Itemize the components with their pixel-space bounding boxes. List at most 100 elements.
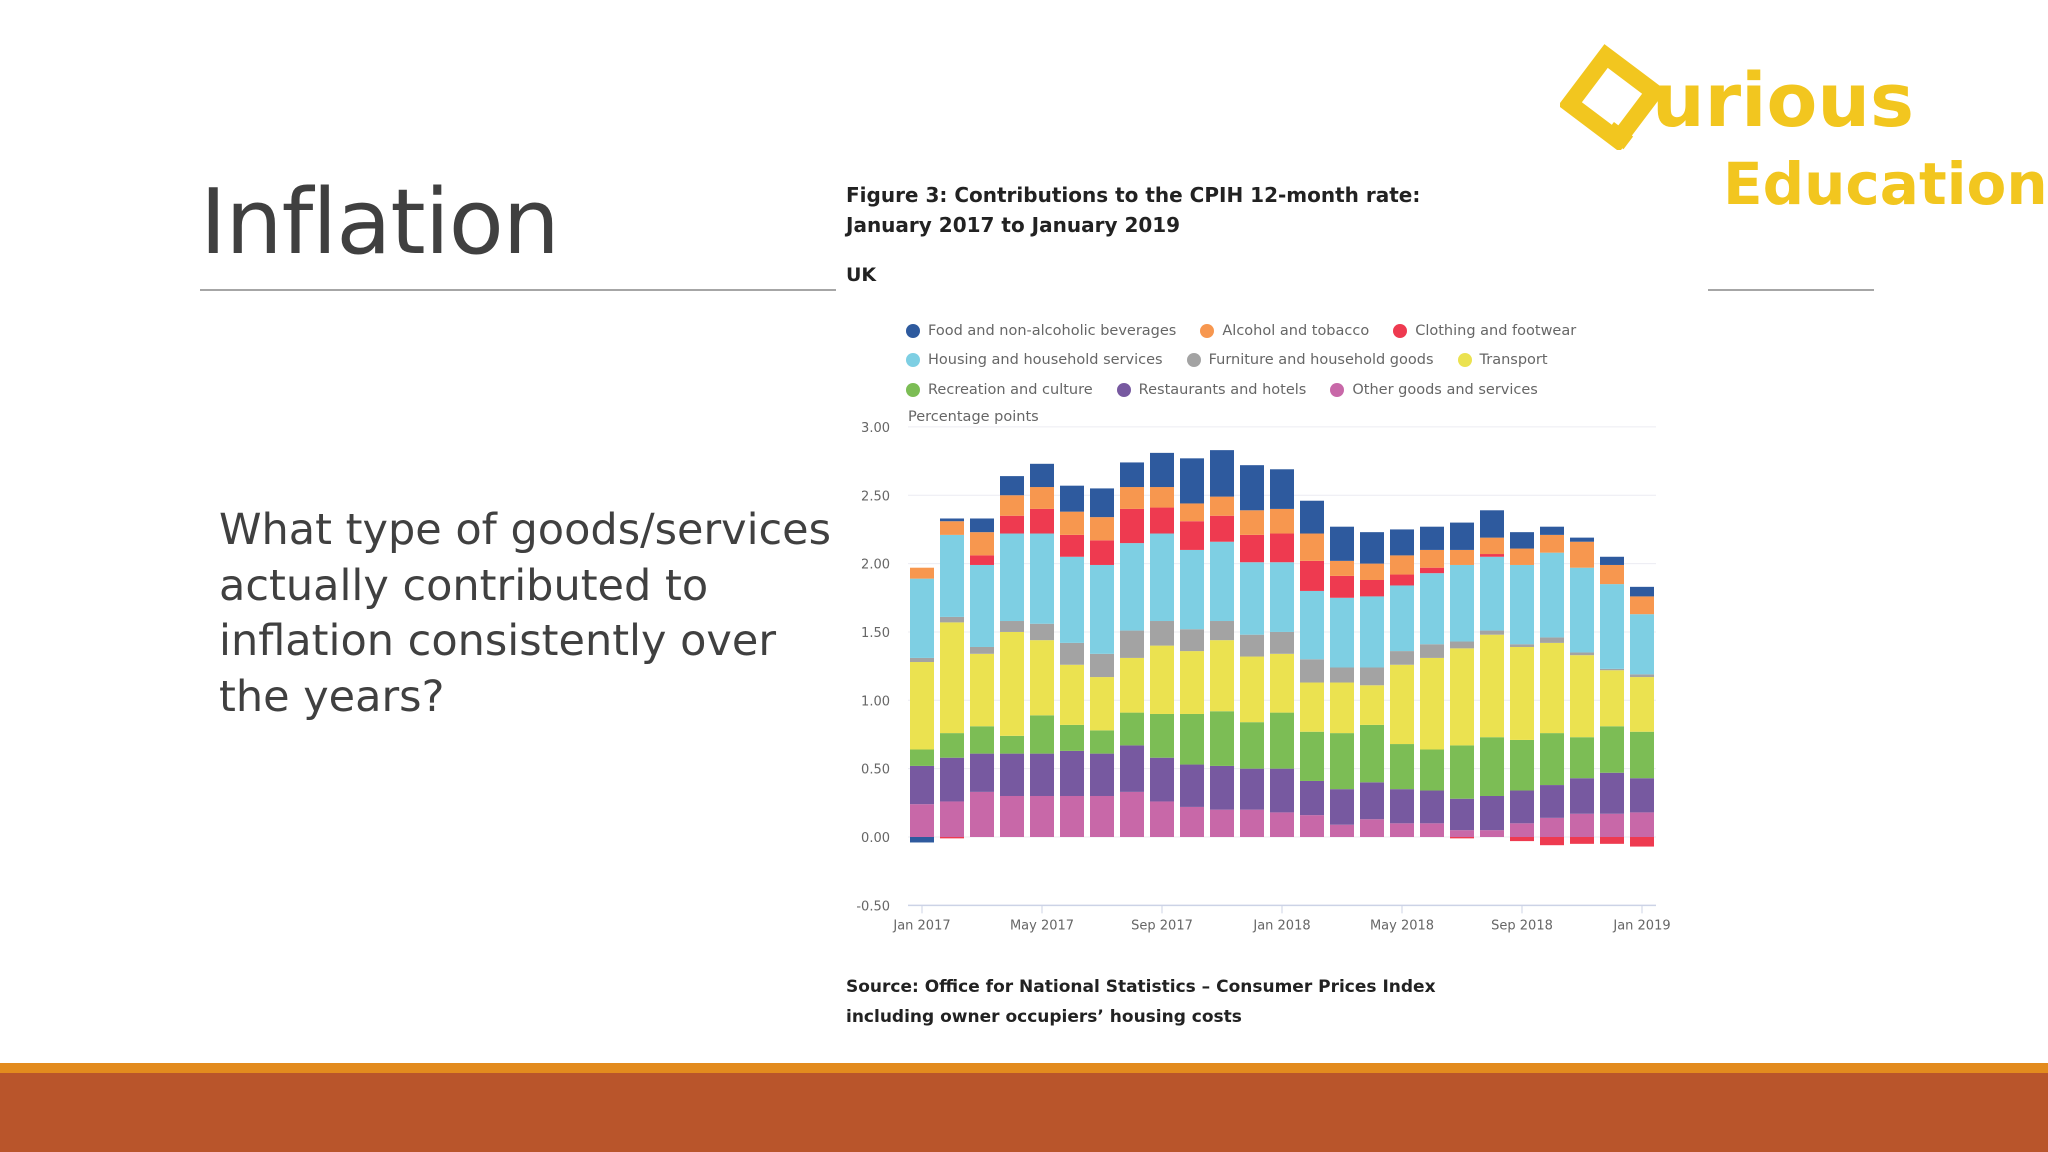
bar-segment: Sep 2017 – Clothing and footwear: 0.19 <box>1150 507 1174 534</box>
bar-segment: May 2017 – Transport: 0.55 <box>1030 640 1054 716</box>
bar-segment: Dec 2017 – Recreation and culture: 0.34 <box>1240 722 1264 769</box>
bar-segment: Oct 2018 – Transport: 0.66 <box>1540 642 1564 734</box>
bar-segment: Feb 2018 – Recreation and culture: 0.36 <box>1300 731 1324 781</box>
bar-segment: Nov 2018 – Transport: 0.6 <box>1570 655 1594 738</box>
bar-segment: Aug 2018 – Transport: 0.75 <box>1480 634 1504 738</box>
bar-segment: Jul 2018 – Alcohol and tobacco: 0.11 <box>1450 549 1474 565</box>
legend-item[interactable]: Restaurants and hotels <box>1116 381 1307 398</box>
bar-segment: May 2017 – Other goods and services: 0.3 <box>1030 795 1054 837</box>
bar-segment: Feb 2017 – Alcohol and tobacco: 0.1 <box>940 521 964 535</box>
bar-segment: Jun 2018 – Clothing and footwear: 0.04 <box>1420 567 1444 574</box>
bar-segment: May 2018 – Clothing and footwear: 0.08 <box>1390 574 1414 586</box>
bar-segment: Aug 2017 – Housing and household service… <box>1120 543 1144 631</box>
bar-segment: Dec 2017 – Housing and household service… <box>1240 562 1264 635</box>
legend-item[interactable]: Transport <box>1457 352 1548 368</box>
slide-title: Inflation <box>200 170 560 275</box>
figure-source: Source: Office for National Statistics –… <box>846 977 1436 1027</box>
bar-segment: Jul 2018 – Furniture and household goods… <box>1450 641 1474 649</box>
bar-segment: Apr 2018 – Food and non-alcoholic bevera… <box>1360 532 1384 564</box>
bar-segment: May 2017 – Furniture and household goods… <box>1030 623 1054 641</box>
bar-segment: Sep 2017 – Other goods and services: 0.2… <box>1150 801 1174 837</box>
bar-segment: Mar 2017 – Clothing and footwear: 0.07 <box>970 555 994 565</box>
legend-item[interactable]: Other goods and services <box>1330 382 1538 398</box>
bar-segment: Nov 2018 – Alcohol and tobacco: 0.19 <box>1570 541 1594 568</box>
bar-segment: Feb 2018 – Alcohol and tobacco: 0.2 <box>1300 533 1324 561</box>
bar-segment: Mar 2017 – Furniture and household goods… <box>970 646 994 654</box>
legend-item[interactable]: Furniture and household goods <box>1186 352 1434 368</box>
legend-item[interactable]: Housing and household services <box>906 352 1163 368</box>
bar-segment: Feb 2018 – Food and non-alcoholic bevera… <box>1300 500 1324 534</box>
legend-swatch-icon <box>1186 353 1201 368</box>
bar-segment: Jan 2018 – Alcohol and tobacco: 0.18 <box>1270 508 1294 534</box>
bar-segment: Mar 2018 – Other goods and services: 0.0… <box>1330 824 1354 837</box>
bar-segment: Dec 2017 – Other goods and services: 0.2 <box>1240 809 1264 837</box>
bar-segment: May 2017 – Recreation and culture: 0.28 <box>1030 715 1054 754</box>
bar-segment: Jul 2017 – Restaurants and hotels: 0.31 <box>1090 753 1114 796</box>
bar-segment: Oct 2017 – Transport: 0.46 <box>1180 651 1204 714</box>
bar-segment: Aug 2017 – Transport: 0.4 <box>1120 657 1144 713</box>
legend-label: Recreation and culture <box>928 381 1093 398</box>
bar-segment: Nov 2018 – Clothing and footwear: -0.05 <box>1570 837 1594 844</box>
bar-segment: Dec 2018 – Alcohol and tobacco: 0.14 <box>1600 564 1624 585</box>
bar-segment: Jan 2017 – Recreation and culture: 0.12 <box>910 749 934 766</box>
bar-segment: Dec 2017 – Transport: 0.48 <box>1240 656 1264 723</box>
bar-segment: Apr 2017 – Housing and household service… <box>1000 533 1024 622</box>
bar-segment: Jul 2018 – Transport: 0.71 <box>1450 648 1474 746</box>
bar-segment: Oct 2018 – Restaurants and hotels: 0.24 <box>1540 785 1564 818</box>
legend-item[interactable]: Food and non-alcoholic beverages <box>906 323 1176 339</box>
bar-segment: Apr 2018 – Transport: 0.29 <box>1360 685 1384 725</box>
legend-item[interactable]: Clothing and footwear <box>1393 323 1576 339</box>
bar-segment: Jan 2017 – Alcohol and tobacco: 0.08 <box>910 567 934 579</box>
bar-segment: Aug 2017 – Furniture and household goods… <box>1120 630 1144 658</box>
bar-segment: Feb 2017 – Housing and household service… <box>940 534 964 617</box>
legend-item[interactable]: Alcohol and tobacco <box>1200 323 1369 339</box>
bar-segment: Aug 2017 – Food and non-alcoholic bevera… <box>1120 462 1144 488</box>
bar-segment: Nov 2017 – Transport: 0.52 <box>1210 640 1234 712</box>
bar-segment: Mar 2018 – Furniture and household goods… <box>1330 667 1354 683</box>
bar-segment: Jul 2018 – Clothing and footwear: -0.01 <box>1450 837 1474 839</box>
legend-item[interactable]: Recreation and culture <box>906 382 1093 398</box>
bar-segment: Dec 2017 – Restaurants and hotels: 0.3 <box>1240 768 1264 810</box>
bar-segment: Oct 2017 – Food and non-alcoholic bevera… <box>1180 458 1204 504</box>
title-divider-left <box>200 289 836 291</box>
bar-segment: Jan 2017 – Food and non-alcoholic bevera… <box>910 837 934 843</box>
figure-title: Figure 3: Contributions to the CPIH 12-m… <box>846 183 1421 237</box>
bar-segment: Aug 2018 – Alcohol and tobacco: 0.12 <box>1480 537 1504 555</box>
bar-segment: Mar 2018 – Transport: 0.37 <box>1330 682 1354 734</box>
bar-segment: Jan 2018 – Recreation and culture: 0.41 <box>1270 712 1294 769</box>
bar-segment: May 2018 – Recreation and culture: 0.33 <box>1390 744 1414 790</box>
bar-segment: Jun 2017 – Alcohol and tobacco: 0.17 <box>1060 511 1084 535</box>
bar-segment: Aug 2017 – Restaurants and hotels: 0.34 <box>1120 745 1144 792</box>
y-tick-label: 0.00 <box>861 831 890 846</box>
legend-label: Food and non-alcoholic beverages <box>928 322 1177 339</box>
bar-segment: May 2018 – Food and non-alcoholic bevera… <box>1390 529 1414 556</box>
bar-segment: Jan 2018 – Housing and household service… <box>1270 562 1294 632</box>
bar-segment: Jan 2017 – Other goods and services: 0.2… <box>910 804 934 837</box>
bar-segment: Oct 2018 – Furniture and household goods… <box>1540 637 1564 643</box>
bar-segment: May 2017 – Housing and household service… <box>1030 533 1054 624</box>
bar-segment: Aug 2018 – Clothing and footwear: 0.02 <box>1480 554 1504 557</box>
bar-segment: Apr 2017 – Clothing and footwear: 0.13 <box>1000 515 1024 534</box>
bar-segment: Feb 2017 – Other goods and services: 0.2… <box>940 801 964 837</box>
bar-segment: Sep 2017 – Furniture and household goods… <box>1150 621 1174 646</box>
bar-segment: Jan 2017 – Restaurants and hotels: 0.28 <box>910 765 934 805</box>
bar-segment: May 2017 – Alcohol and tobacco: 0.16 <box>1030 487 1054 509</box>
x-tick-label: May 2018 <box>1370 918 1434 933</box>
bar-segment: Feb 2018 – Other goods and services: 0.1… <box>1300 815 1324 837</box>
bar-segment: Nov 2018 – Restaurants and hotels: 0.26 <box>1570 778 1594 814</box>
bar-segment: Jun 2017 – Clothing and footwear: 0.16 <box>1060 534 1084 557</box>
bar-segment: Mar 2018 – Food and non-alcoholic bevera… <box>1330 526 1354 561</box>
bar-segment: Mar 2017 – Food and non-alcoholic bevera… <box>970 518 994 533</box>
legend-swatch-icon <box>1116 382 1131 397</box>
legend-label: Restaurants and hotels <box>1138 381 1307 398</box>
bar-segment: Dec 2018 – Recreation and culture: 0.34 <box>1600 726 1624 773</box>
bar-segment: Nov 2017 – Alcohol and tobacco: 0.14 <box>1210 496 1234 516</box>
bar-segment: Nov 2017 – Restaurants and hotels: 0.32 <box>1210 765 1234 810</box>
bar-segment: Mar 2017 – Restaurants and hotels: 0.28 <box>970 753 994 792</box>
bar-segment: Jun 2018 – Recreation and culture: 0.3 <box>1420 749 1444 791</box>
bar-segment: Dec 2017 – Food and non-alcoholic bevera… <box>1240 465 1264 511</box>
y-tick-label: 1.00 <box>861 694 890 709</box>
x-tick-label: May 2017 <box>1010 918 1074 933</box>
legend-row: Food and non-alcoholic beverages Alcohol … <box>906 316 1626 346</box>
bar-segment: Sep 2018 – Restaurants and hotels: 0.24 <box>1510 790 1534 824</box>
